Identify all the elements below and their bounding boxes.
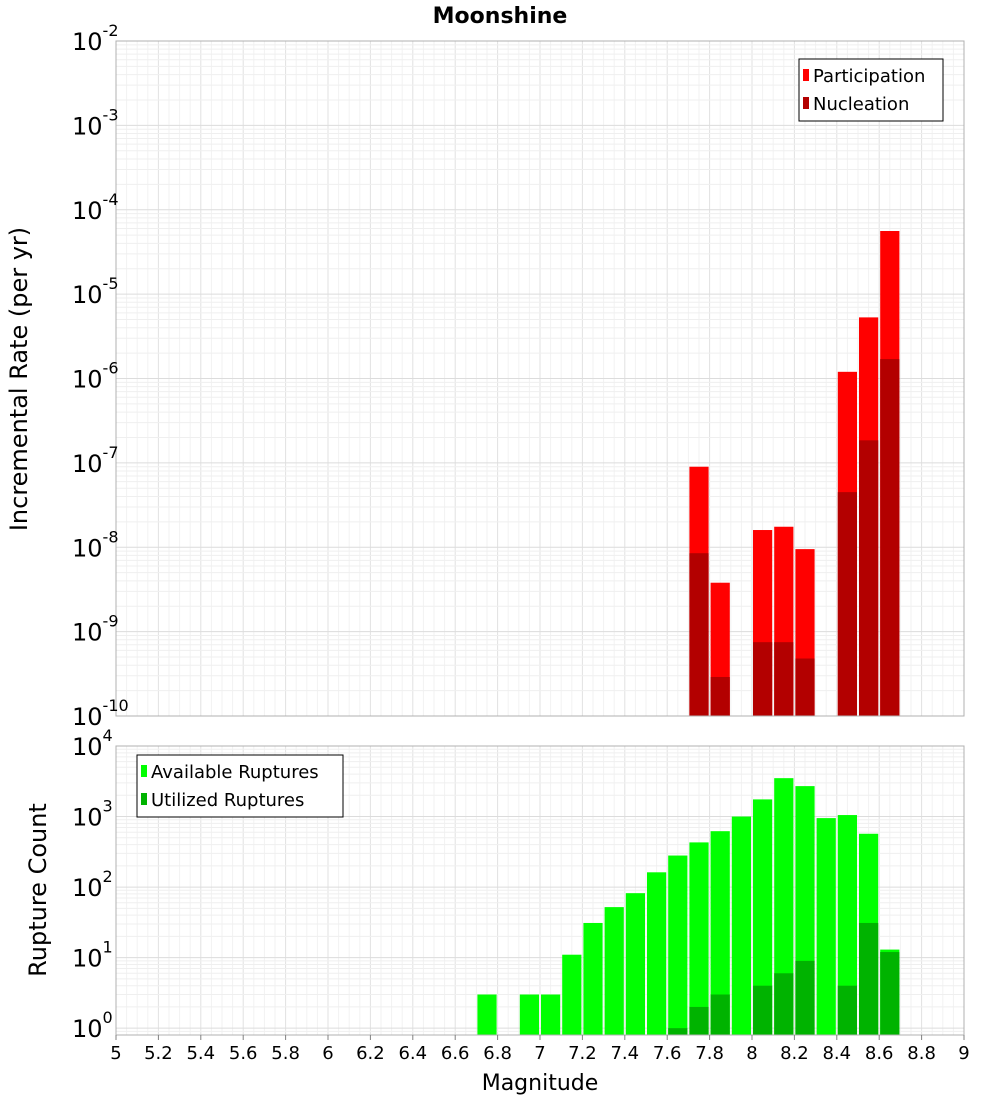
rate-legend-swatch — [803, 97, 809, 109]
count-bar-available-ruptures — [647, 872, 667, 1035]
rate-y-tick-label: 10-9 — [72, 612, 119, 647]
count-legend-swatch — [141, 793, 147, 805]
count-bar-available-ruptures — [604, 907, 624, 1035]
count-y-tick-label: 104 — [72, 726, 113, 761]
rate-y-tick-label: 10-6 — [72, 359, 119, 394]
rate-y-tick-label: 10-10 — [72, 696, 129, 731]
x-tick-label: 8.2 — [780, 1043, 809, 1064]
count-bar-available-ruptures — [625, 893, 645, 1035]
x-axis-label: Magnitude — [482, 1071, 599, 1096]
count-bar-utilized-ruptures — [837, 985, 857, 1035]
rate-bar-nucleation — [880, 359, 900, 716]
count-bar-utilized-ruptures — [795, 960, 815, 1035]
count-y-tick-label: 100 — [72, 1008, 113, 1043]
x-tick-label: 6.8 — [483, 1043, 512, 1064]
x-tick-label: 9 — [958, 1043, 969, 1064]
x-tick-label: 8.4 — [822, 1043, 851, 1064]
count-bar-available-ruptures — [583, 922, 603, 1035]
rate-y-tick-label: 10-3 — [72, 105, 119, 140]
rate-legend-label: Nucleation — [813, 94, 909, 115]
count-plot: 100 101 102 103 104 5 5.2 5.4 5.6 5.8 6 6.2 6.4 6.6 6.… — [72, 726, 970, 1064]
count-legend-label: Available Ruptures — [151, 762, 319, 783]
rate-bar-nucleation — [753, 642, 773, 716]
rate-y-tick-label: 10-2 — [72, 21, 119, 56]
count-bar-available-ruptures — [710, 831, 730, 1035]
count-bar-utilized-ruptures — [880, 952, 900, 1035]
rate-y-tick-label: 10-7 — [72, 443, 119, 478]
count-bar-available-ruptures — [774, 778, 794, 1035]
count-bar-available-ruptures — [668, 855, 688, 1035]
count-bar-available-ruptures — [541, 994, 561, 1035]
rate-frame — [115, 40, 965, 717]
x-tick-label: 6.6 — [441, 1043, 470, 1064]
x-tick-label: 7.8 — [695, 1043, 724, 1064]
x-tick-label: 6.2 — [356, 1043, 385, 1064]
count-bar-utilized-ruptures — [774, 973, 794, 1035]
x-tick-label: 5 — [110, 1043, 121, 1064]
count-legend-label: Utilized Ruptures — [151, 790, 304, 811]
count-y-tick-label: 101 — [72, 938, 113, 973]
count-bar-utilized-ruptures — [859, 922, 879, 1035]
count-legend — [136, 754, 344, 818]
x-tick-label: 6.4 — [398, 1043, 427, 1064]
rate-bar-nucleation — [859, 440, 879, 716]
count-bar-available-ruptures — [753, 799, 773, 1035]
x-tick-label: 7.2 — [568, 1043, 597, 1064]
rate-bar-nucleation — [774, 642, 794, 716]
x-tick-label: 7 — [534, 1043, 545, 1064]
rate-bar-nucleation — [689, 553, 709, 716]
count-bar-utilized-ruptures — [753, 985, 773, 1035]
x-tick-label: 5.4 — [186, 1043, 215, 1064]
x-tick-label: 6 — [322, 1043, 333, 1064]
count-bar-available-ruptures — [731, 816, 751, 1035]
chart-title: Moonshine — [433, 4, 568, 29]
x-tick-label: 7.6 — [653, 1043, 682, 1064]
x-tick-label: 8 — [746, 1043, 757, 1064]
rate-y-axis-label: Incremental Rate (per yr) — [5, 227, 33, 531]
x-tick-label: 5.2 — [144, 1043, 173, 1064]
count-bar-utilized-ruptures — [710, 994, 730, 1035]
count-bar-utilized-ruptures — [668, 1028, 688, 1035]
x-tick-label: 8.6 — [865, 1043, 894, 1064]
count-y-axis-label: Rupture Count — [24, 803, 52, 977]
rate-plot: 10-10 10-9 10-8 10-7 10-6 10-5 10-4 10-3 10-2 Par… — [72, 21, 965, 731]
count-y-tick-label: 103 — [72, 797, 113, 832]
rate-y-tick-label: 10-5 — [72, 274, 119, 309]
rate-bar-nucleation — [710, 676, 730, 716]
count-legend-swatch — [141, 765, 147, 777]
rate-y-tick-label: 10-8 — [72, 527, 119, 562]
count-bar-available-ruptures — [816, 818, 836, 1035]
rate-y-tick-label: 10-4 — [72, 190, 119, 225]
count-bar-available-ruptures — [689, 842, 709, 1035]
x-tick-label: 5.6 — [229, 1043, 258, 1064]
count-y-tick-label: 102 — [72, 867, 113, 902]
x-tick-label: 5.8 — [271, 1043, 300, 1064]
x-tick-label: 8.8 — [907, 1043, 936, 1064]
count-bar-available-ruptures — [477, 994, 497, 1035]
rate-legend-label: Participation — [813, 66, 925, 87]
rate-legend-swatch — [803, 69, 809, 81]
count-bar-available-ruptures — [562, 954, 582, 1035]
count-bar-utilized-ruptures — [689, 1006, 709, 1035]
count-bar-available-ruptures — [519, 994, 539, 1035]
count-bar-available-ruptures — [837, 815, 857, 1035]
x-tick-label: 7.4 — [610, 1043, 639, 1064]
rate-legend — [798, 58, 944, 122]
rate-bar-nucleation — [795, 658, 815, 716]
rate-bar-nucleation — [837, 492, 857, 716]
